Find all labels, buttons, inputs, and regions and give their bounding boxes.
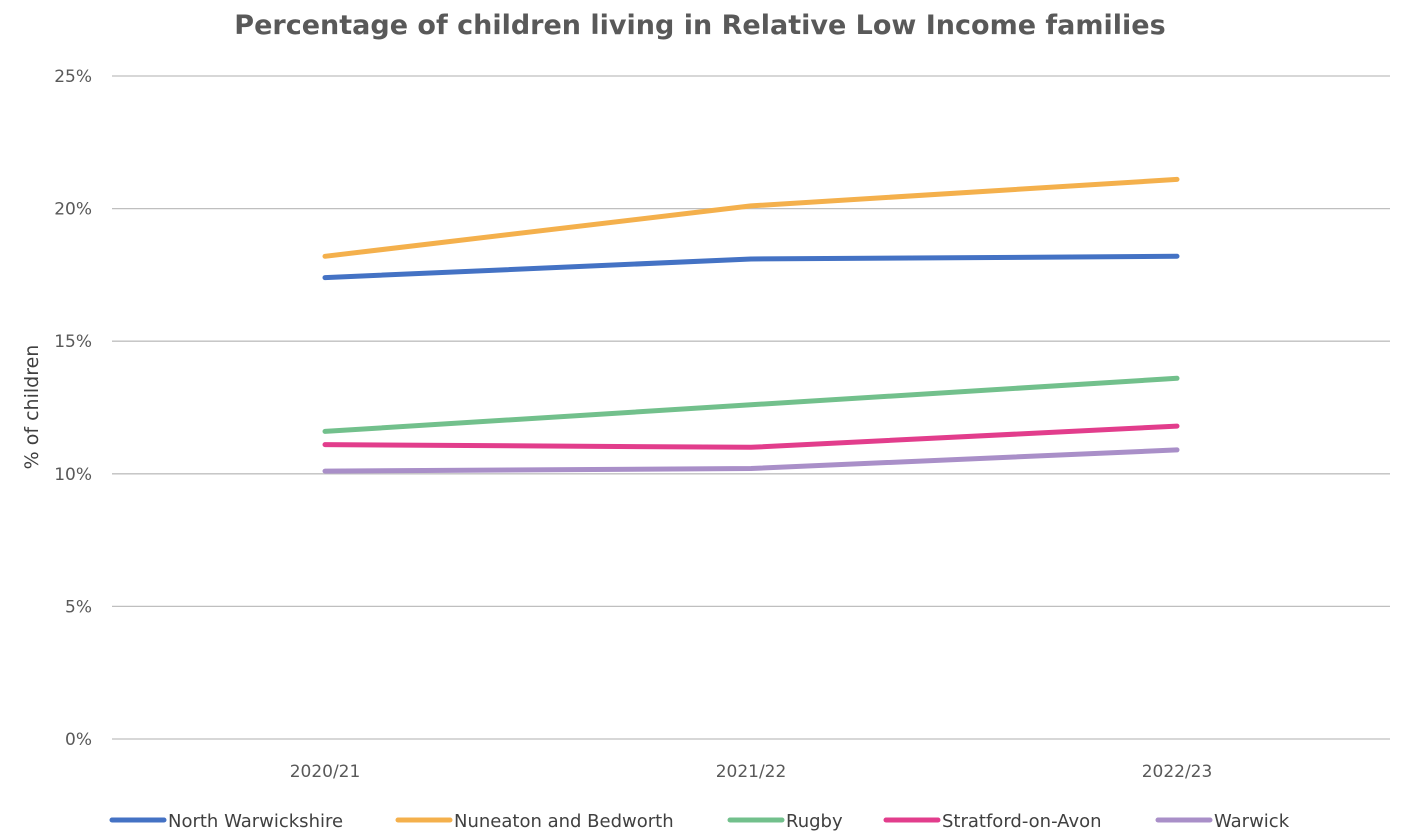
chart-title: Percentage of children living in Relativ… (234, 10, 1165, 41)
series-line-north-warwickshire (322, 253, 1180, 281)
y-tick-label: 0% (65, 730, 92, 750)
legend-label: Rugby (786, 811, 843, 832)
series-line-stratford-on-avon (322, 423, 1180, 450)
legend-label: Warwick (1214, 811, 1290, 832)
legend-item: North Warwickshire (109, 811, 343, 832)
y-tick-label: 10% (54, 465, 92, 485)
legend-item: Stratford-on-Avon (883, 811, 1102, 832)
legend-item: Rugby (727, 811, 843, 832)
legend-item: Nuneaton and Bedworth (395, 811, 674, 832)
y-axis-label: % of children (21, 345, 43, 470)
y-axis-ticks: 0% 5% 10% 15% 20% 25% (54, 67, 92, 750)
y-tick-label: 25% (54, 67, 92, 87)
series-line-warwick (322, 447, 1180, 474)
x-axis-ticks: 2020/21 2021/22 2022/23 (290, 762, 1213, 782)
x-tick-label: 2022/23 (1142, 762, 1213, 782)
x-tick-label: 2021/22 (716, 762, 787, 782)
legend-item: Warwick (1155, 811, 1290, 832)
series-line-rugby (322, 375, 1180, 434)
y-tick-label: 20% (54, 200, 92, 220)
legend-label: Stratford-on-Avon (942, 811, 1102, 832)
series-line-nuneaton-and-bedworth (322, 176, 1180, 259)
x-tick-label: 2020/21 (290, 762, 361, 782)
legend: North Warwickshire Nuneaton and Bedworth R… (109, 811, 1290, 832)
y-tick-label: 15% (54, 332, 92, 352)
series-lines (322, 176, 1180, 474)
legend-label: Nuneaton and Bedworth (454, 811, 674, 832)
y-tick-label: 5% (65, 597, 92, 617)
gridlines (112, 75, 1390, 740)
legend-label: North Warwickshire (168, 811, 343, 832)
